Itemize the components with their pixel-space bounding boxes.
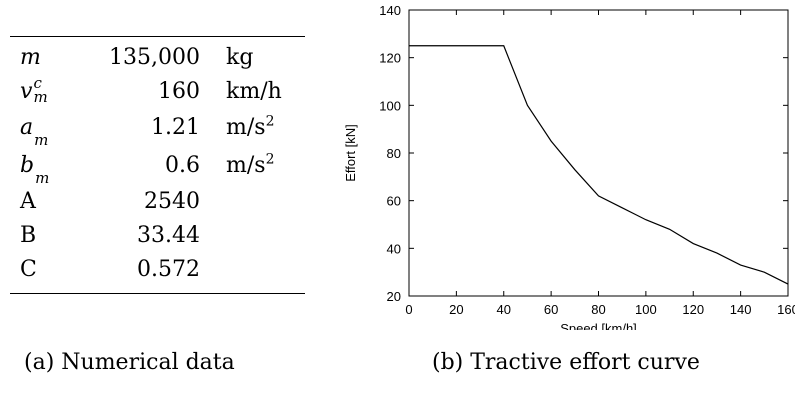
param-symbol: b m bbox=[20, 153, 50, 187]
effort-curve-line bbox=[409, 45, 789, 285]
table-row: m 135,000 kg bbox=[10, 37, 305, 76]
y-tick-label: 100 bbox=[379, 98, 401, 113]
param-value: 2540 bbox=[144, 189, 200, 214]
y-tick-label: 60 bbox=[387, 194, 401, 209]
param-unit bbox=[212, 219, 305, 253]
y-tick-label: 140 bbox=[379, 3, 401, 18]
table-row: b m 0.6 m/s2 bbox=[10, 147, 305, 187]
param-symbol: B bbox=[20, 223, 37, 248]
table-row: B 33.44 bbox=[10, 219, 305, 253]
param-value: 1.21 bbox=[151, 115, 200, 140]
y-tick-label: 120 bbox=[379, 51, 401, 66]
param-symbol: m bbox=[20, 45, 41, 70]
x-tick-label: 20 bbox=[449, 302, 463, 317]
y-tick-label: 40 bbox=[387, 241, 401, 256]
numerical-data-panel: m 135,000 kg v c m 160 km/h a m 1.21 m/s2 b m 0.6 m/s… bbox=[10, 36, 305, 294]
caption-tractive-effort: (b) Tractive effort curve bbox=[432, 350, 700, 375]
params-table: m 135,000 kg v c m 160 km/h a m 1.21 m/s2 b m 0.6 m/s… bbox=[10, 36, 305, 294]
table-row: v c m 160 km/h bbox=[10, 75, 305, 109]
x-tick-label: 0 bbox=[405, 302, 412, 317]
x-tick-label: 160 bbox=[777, 302, 795, 317]
param-symbol: a m bbox=[20, 115, 49, 149]
param-unit: kg bbox=[226, 45, 254, 70]
x-tick-label: 80 bbox=[591, 302, 605, 317]
param-unit bbox=[212, 185, 305, 219]
x-tick-label: 120 bbox=[682, 302, 704, 317]
param-symbol: C bbox=[20, 257, 37, 282]
param-value: 0.572 bbox=[137, 257, 200, 282]
param-unit: m/s2 bbox=[226, 113, 275, 140]
caption-numerical-data: (a) Numerical data bbox=[24, 350, 235, 375]
x-axis-label: Speed [km/h] bbox=[560, 321, 637, 330]
tractive-effort-chart: 0 20 40 60 80 100 120 140 160 20 40 60 80 100 120 140 Sp… bbox=[343, 3, 795, 330]
param-unit: km/h bbox=[226, 79, 282, 104]
x-tick-label: 60 bbox=[544, 302, 558, 317]
table-row: A 2540 bbox=[10, 185, 305, 219]
param-value: 160 bbox=[158, 79, 200, 104]
table-row: a m 1.21 m/s2 bbox=[10, 109, 305, 149]
x-tick-label: 100 bbox=[635, 302, 657, 317]
x-tick-label: 140 bbox=[730, 302, 752, 317]
x-tick-label: 40 bbox=[497, 302, 511, 317]
plot-frame bbox=[408, 9, 789, 297]
param-unit: m/s2 bbox=[226, 151, 275, 178]
y-tick-label: 20 bbox=[387, 289, 401, 304]
y-axis-label: Effort [kN] bbox=[343, 124, 358, 182]
y-tick-label: 80 bbox=[387, 146, 401, 161]
param-unit bbox=[212, 253, 305, 294]
param-value: 33.44 bbox=[137, 223, 200, 248]
param-symbol: A bbox=[20, 189, 36, 214]
param-value: 135,000 bbox=[109, 45, 200, 70]
table-row: C 0.572 bbox=[10, 253, 305, 294]
param-value: 0.6 bbox=[165, 153, 200, 178]
